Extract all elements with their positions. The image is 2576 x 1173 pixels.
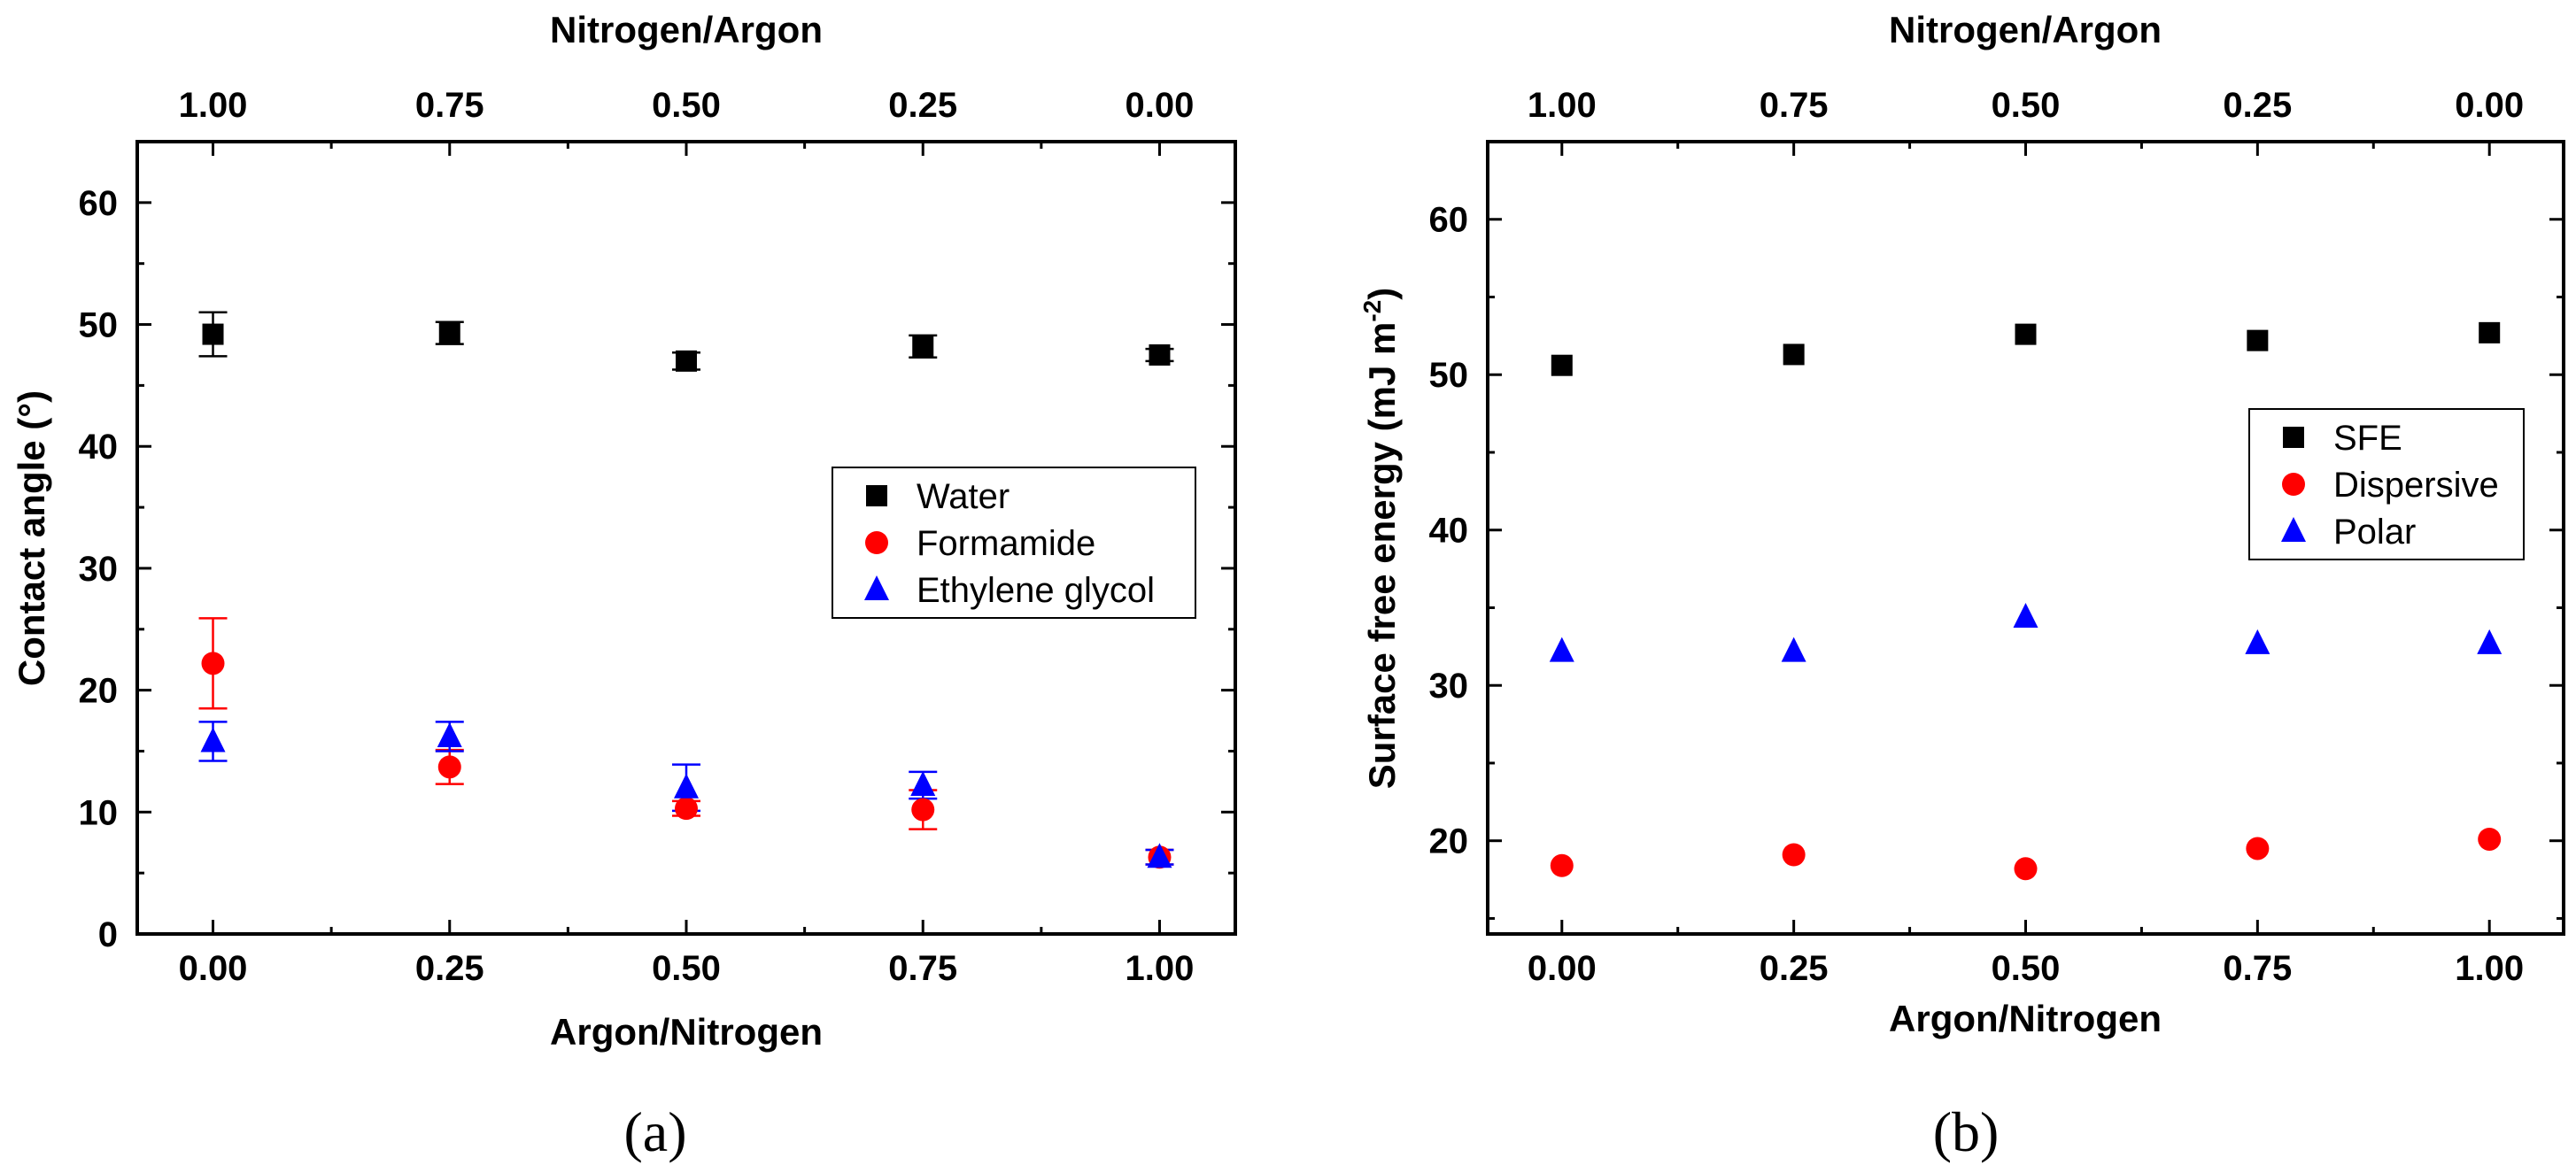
point-water: [1149, 343, 1171, 366]
legend-marker-ethylene-glycol: [864, 575, 889, 600]
y-tick-label: 10: [79, 793, 119, 832]
point-ethylene-glycol: [674, 773, 699, 799]
y-tick-label: 60: [79, 184, 119, 223]
legend-label-polar: Polar: [2333, 513, 2416, 552]
legend-marker-formamide: [865, 531, 888, 554]
point-water: [912, 336, 934, 358]
point-polar: [2245, 629, 2270, 654]
point-formamide: [437, 755, 461, 779]
data-points-a: [200, 322, 1172, 869]
point-sfe: [2247, 329, 2269, 351]
legend-marker-dispersive: [2282, 473, 2305, 496]
y-tick-label: 20: [1429, 822, 1469, 861]
y-tick-label: 30: [79, 550, 119, 589]
point-formamide: [675, 797, 698, 821]
legend-label-ethylene-glycol: Ethylene glycol: [917, 571, 1155, 610]
legend-label-water: Water: [917, 477, 1010, 516]
legend-label-formamide: Formamide: [917, 524, 1095, 563]
point-polar: [2477, 629, 2503, 654]
point-ethylene-glycol: [200, 727, 226, 752]
y-axis-title-b: Surface free energy (mJ m-2): [1358, 288, 1403, 789]
point-formamide: [911, 798, 935, 822]
ticks-b: 0.00 1.00 0.25 0.75 0.50 0.50 0.75 0.25 1.00 0.00…: [1429, 86, 2564, 988]
point-sfe: [2015, 323, 2037, 345]
top-x-tick-label: 0.75: [415, 86, 484, 125]
point-polar: [1549, 637, 1574, 662]
x-tick-label: 0.75: [888, 949, 957, 988]
y-tick-label: 60: [1429, 201, 1469, 240]
x-tick-label: 0.00: [1528, 949, 1597, 988]
point-sfe: [2479, 321, 2501, 343]
x-tick-label: 0.25: [1760, 949, 1829, 988]
top-x-tick-label: 0.00: [2455, 86, 2524, 125]
legend-marker-sfe: [2283, 427, 2304, 448]
y-axis-title-b-main: Surface free energy (mJ m: [1361, 322, 1403, 790]
ticks-a: 0.00 1.00 0.25 0.75 0.50 0.50 0.75 0.25 1.00 0.00…: [79, 86, 1235, 988]
legend-a: Water Formamide Ethylene glycol: [832, 467, 1196, 619]
chart-panel-b: 0.00 1.00 0.25 0.75 0.50 0.50 0.75 0.25 1.00 0.00…: [1358, 9, 2565, 1163]
point-dispersive: [1782, 843, 1806, 867]
legend-box: [832, 467, 1196, 619]
top-x-tick-label: 0.75: [1760, 86, 1829, 125]
y-tick-label: 30: [1429, 667, 1469, 706]
x-tick-label: 1.00: [2455, 949, 2524, 988]
y-axis-title-b-sup: -2: [1358, 300, 1386, 322]
x-tick-label: 0.75: [2223, 949, 2292, 988]
data-points-b: [1549, 321, 2503, 881]
legend-label-sfe: SFE: [2333, 419, 2402, 458]
point-ethylene-glycol: [910, 771, 936, 797]
top-x-tick-label: 1.00: [179, 86, 248, 125]
x-tick-label: 0.00: [179, 949, 248, 988]
point-formamide: [201, 652, 225, 675]
point-dispersive: [2478, 827, 2502, 851]
top-x-axis-title-a: Nitrogen/Argon: [550, 9, 823, 50]
point-water: [438, 322, 460, 344]
legend-label-dispersive: Dispersive: [2333, 466, 2499, 505]
point-dispersive: [1550, 853, 1574, 877]
point-polar: [1781, 637, 1806, 662]
x-tick-label: 1.00: [1126, 949, 1195, 988]
y-axis-title-b-end: ): [1361, 288, 1403, 300]
point-dispersive: [2246, 837, 2270, 860]
panel-label-b: (b): [1933, 1100, 2000, 1163]
y-tick-label: 50: [1429, 356, 1469, 395]
point-polar: [2013, 603, 2038, 628]
legend-marker-water: [866, 485, 887, 506]
y-axis-title-a: Contact angle (°): [11, 390, 52, 686]
top-x-tick-label: 0.00: [1126, 86, 1195, 125]
point-sfe: [1551, 354, 1573, 376]
point-ethylene-glycol: [1147, 843, 1172, 868]
x-axis-title-b: Argon/Nitrogen: [1889, 998, 2162, 1039]
x-tick-label: 0.50: [652, 949, 721, 988]
y-tick-label: 40: [1429, 512, 1469, 551]
legend-marker-polar: [2281, 517, 2306, 542]
x-tick-label: 0.25: [415, 949, 484, 988]
top-x-axis-title-b: Nitrogen/Argon: [1889, 9, 2162, 50]
x-axis-title-a: Argon/Nitrogen: [550, 1011, 823, 1053]
top-x-tick-label: 0.25: [2223, 86, 2292, 125]
point-water: [676, 350, 697, 372]
legend-b: SFE Dispersive Polar: [2248, 408, 2525, 560]
panel-label-a: (a): [623, 1100, 686, 1163]
top-x-tick-label: 0.25: [888, 86, 957, 125]
x-tick-label: 0.50: [1992, 949, 2061, 988]
point-dispersive: [2014, 857, 2038, 881]
y-tick-label: 0: [98, 915, 118, 954]
top-x-tick-label: 0.50: [1992, 86, 2061, 125]
y-tick-label: 50: [79, 306, 119, 345]
point-ethylene-glycol: [437, 722, 462, 747]
y-tick-label: 20: [79, 672, 119, 711]
y-tick-label: 40: [79, 428, 119, 467]
top-x-tick-label: 1.00: [1528, 86, 1597, 125]
point-water: [202, 323, 224, 345]
point-sfe: [1783, 343, 1805, 366]
top-x-tick-label: 0.50: [652, 86, 721, 125]
chart-panel-a: 0.00 1.00 0.25 0.75 0.50 0.50 0.75 0.25 1.00 0.00…: [11, 9, 1237, 1163]
